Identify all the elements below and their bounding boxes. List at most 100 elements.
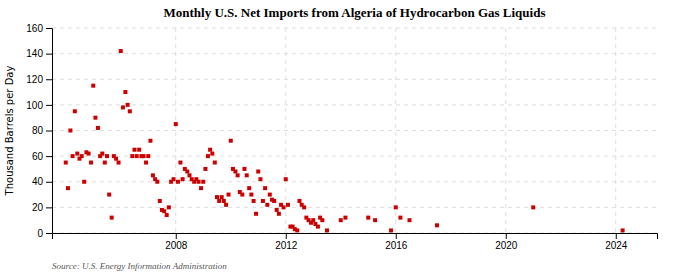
point [621,228,625,232]
point [217,199,221,203]
point [105,154,109,158]
tick-mark [286,233,287,239]
point [146,154,150,158]
chart: 2008201220162020202402040608010012014016… [0,0,675,275]
point [167,205,171,209]
tick: 2012 [275,233,298,251]
point [68,129,72,133]
point [197,180,201,184]
title: Monthly U.S. Net Imports from Algeria of… [164,5,546,20]
tick-mark [46,105,52,106]
tick-label: 2024 [605,240,628,251]
tick: 160 [26,23,52,34]
point [172,177,176,181]
tick-mark [46,233,52,234]
tick-label: 2016 [385,240,408,251]
point [227,193,231,197]
point [408,218,412,222]
point [155,180,159,184]
tick-label: 0 [37,228,43,239]
tick: 40 [32,176,52,187]
axis-domain [53,234,658,240]
point [133,148,137,152]
y-axis: 020406080100120140160 [26,23,52,239]
tick-mark [46,79,52,80]
point [100,152,104,156]
point [174,122,178,126]
point [89,161,93,165]
point [148,139,152,143]
tick-label: 2012 [275,240,298,251]
grid-line-y [52,181,657,182]
point [263,186,267,190]
point [398,216,402,220]
point [215,195,219,199]
tick-mark [616,233,617,239]
point [201,180,205,184]
tick-mark [46,28,52,29]
point [339,218,343,222]
point [325,228,329,232]
grid-line-y [52,104,657,105]
point [142,154,146,158]
point [121,105,125,109]
point [254,212,258,216]
point [144,161,148,165]
point [286,203,290,207]
tick-mark [176,233,177,239]
tick-mark [396,233,397,239]
tick-label: 2020 [495,240,518,251]
point [130,154,134,158]
tick: 0 [37,228,52,239]
point [531,205,535,209]
point [82,180,86,184]
point [258,177,262,181]
tick-label: 160 [26,23,43,34]
y-axis-title: Thousand Barrels per Day [4,66,15,197]
point [277,212,281,216]
tick-mark [46,156,52,157]
grid-line-x [285,28,286,233]
tick: 2020 [495,233,518,251]
tick: 2016 [385,233,408,251]
point [64,161,68,165]
point [75,152,79,156]
point [135,154,139,158]
point [261,199,265,203]
point [435,223,439,227]
point [165,213,169,217]
tick-mark [46,207,52,208]
axis-domain [46,29,53,234]
point [73,109,77,113]
point [272,199,276,203]
point [185,170,189,174]
point [162,209,166,213]
tick-label: 20 [32,202,44,213]
source-note: Source: U.S. Energy Information Administ… [52,261,227,271]
point [320,218,324,222]
tick-mark [46,131,52,132]
tick-label: 80 [32,125,44,136]
point [178,161,182,165]
point [222,199,226,203]
tick: 100 [26,100,52,111]
point [128,109,132,113]
point [110,216,114,220]
grid-line-y [52,130,657,131]
grid-line-x [175,28,176,233]
point [220,195,224,199]
point [80,154,84,158]
point [188,173,192,177]
point [210,152,214,156]
point [103,161,107,165]
grid-line-y [52,28,657,29]
point [176,180,180,184]
points [64,49,625,232]
point [114,157,118,161]
point [137,148,141,152]
point [373,218,377,222]
point [316,225,320,229]
point [119,49,123,53]
point [117,161,121,165]
point [282,205,286,209]
